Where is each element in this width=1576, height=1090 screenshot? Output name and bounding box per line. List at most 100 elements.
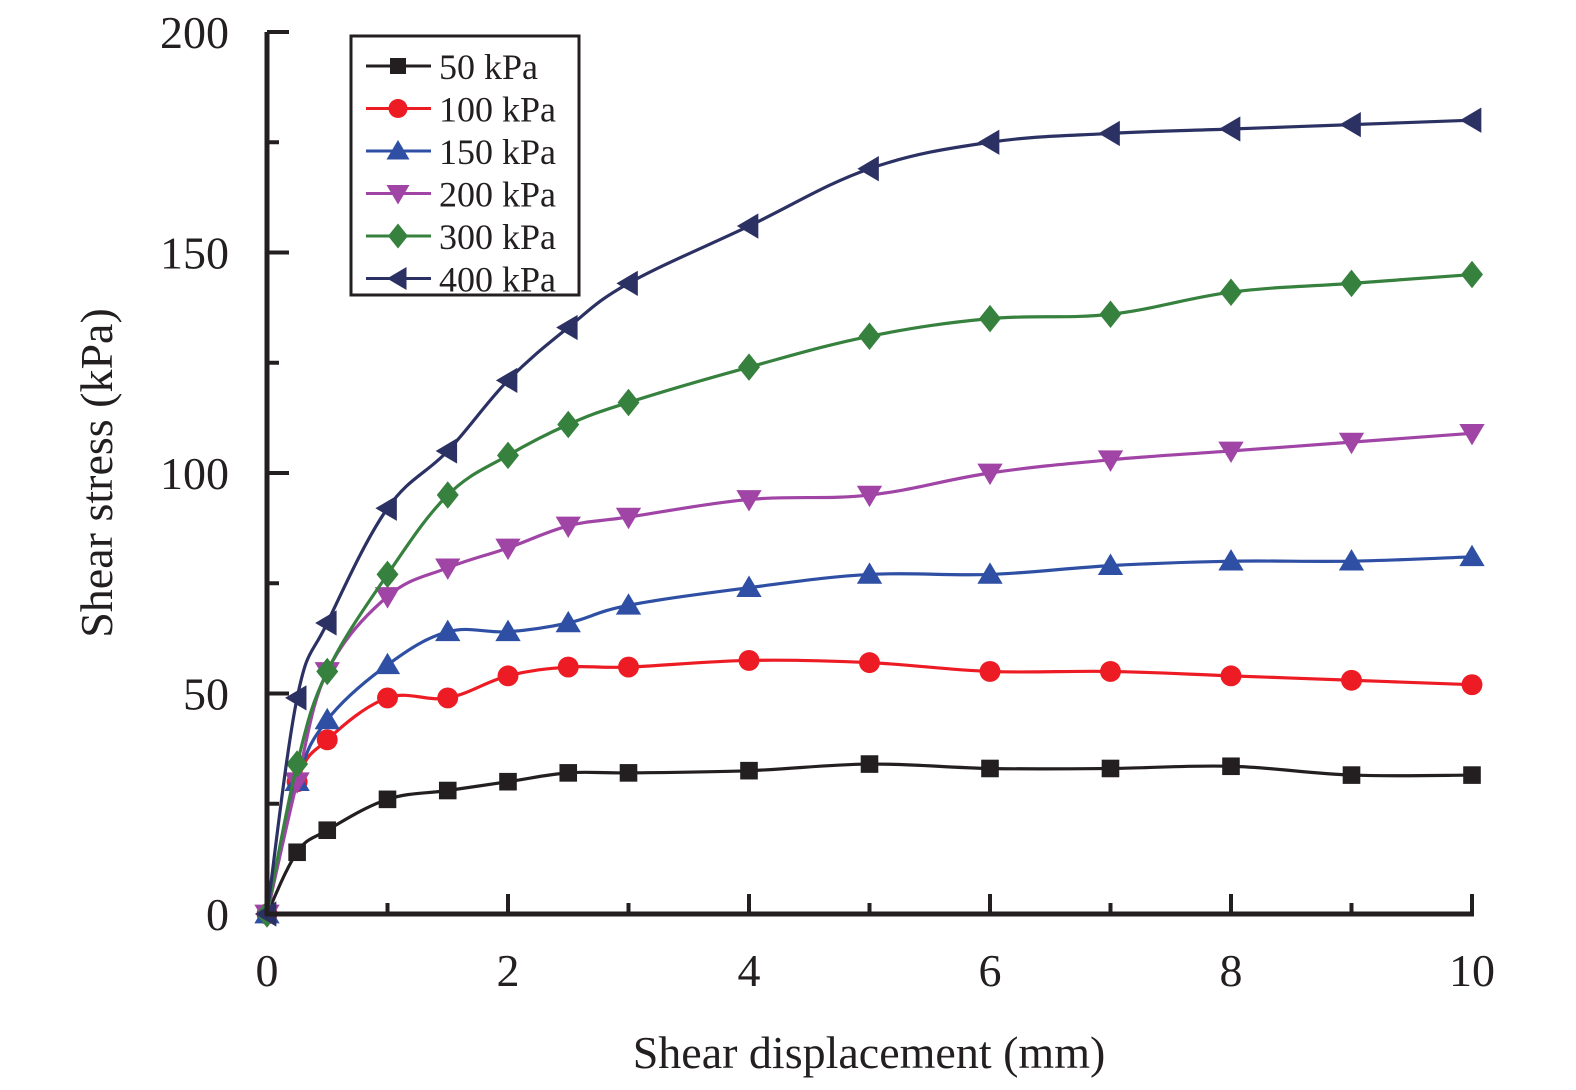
x-tick-label: 0	[256, 945, 279, 996]
x-tick-label: 8	[1220, 945, 1243, 996]
y-axis-label: Shear stress (kPa)	[71, 308, 122, 638]
data-point-300-kpa	[979, 304, 1001, 333]
legend-marker-circle-icon	[388, 99, 408, 118]
series-line-300-kpa	[265, 272, 1473, 915]
data-point-50-kpa	[740, 761, 758, 780]
data-point-200-kpa	[977, 463, 1003, 486]
data-point-300-kpa	[1461, 260, 1483, 289]
data-point-400-kpa	[1218, 116, 1241, 142]
data-point-50-kpa	[499, 772, 517, 791]
data-point-50-kpa	[438, 781, 457, 800]
data-point-400-kpa	[435, 438, 458, 464]
legend-item-100-kpa: 100 kPa	[366, 90, 556, 130]
data-point-50-kpa	[981, 759, 999, 778]
data-point-300-kpa	[1099, 300, 1122, 328]
data-point-100-kpa	[1220, 665, 1242, 687]
data-point-200-kpa	[736, 490, 762, 512]
axes-layer: 0 50 100 150 200 0 2 4 6 8 10	[160, 7, 1495, 996]
data-point-150-kpa	[435, 619, 461, 642]
data-point-300-kpa	[497, 441, 519, 470]
data-point-200-kpa	[435, 558, 461, 580]
data-point-400-kpa	[285, 685, 307, 711]
data-point-300-kpa	[1220, 278, 1242, 306]
data-point-200-kpa	[1338, 432, 1365, 455]
data-point-50-kpa	[318, 821, 337, 840]
data-point-400-kpa	[977, 129, 1000, 155]
data-point-150-kpa	[736, 575, 762, 598]
series-200-kpa	[254, 423, 1485, 927]
data-point-200-kpa	[1459, 423, 1485, 446]
y-tick-label: 100	[160, 448, 229, 499]
data-point-400-kpa	[495, 367, 518, 394]
x-axis-label: Shear displacement (mm)	[633, 1027, 1106, 1078]
data-point-100-kpa	[497, 665, 519, 687]
data-point-150-kpa	[555, 610, 581, 633]
legend-item-50-kpa: 50 kPa	[366, 47, 538, 87]
data-point-200-kpa	[284, 772, 310, 794]
data-point-300-kpa	[557, 410, 580, 439]
data-point-400-kpa	[736, 213, 759, 239]
series-line-150-kpa	[265, 555, 1473, 915]
data-point-200-kpa	[495, 538, 521, 561]
data-point-300-kpa	[316, 657, 339, 686]
data-point-200-kpa	[555, 516, 581, 539]
data-point-150-kpa	[1097, 553, 1124, 575]
legend-label: 50 kPa	[439, 47, 538, 87]
series-150-kpa	[254, 544, 1485, 924]
series-400-kpa	[254, 107, 1482, 927]
y-tick-label: 0	[206, 889, 229, 940]
data-point-300-kpa	[738, 353, 760, 381]
series-line-100-kpa	[265, 658, 1473, 915]
data-point-300-kpa	[376, 560, 399, 589]
data-point-300-kpa	[617, 388, 640, 417]
data-point-200-kpa	[856, 485, 883, 508]
data-point-300-kpa	[1340, 269, 1363, 298]
data-point-100-kpa	[1341, 669, 1362, 691]
data-point-100-kpa	[377, 687, 398, 709]
data-point-400-kpa	[375, 495, 397, 521]
x-tick-label: 4	[738, 945, 761, 996]
legend-marker-square-icon	[390, 58, 406, 74]
data-point-200-kpa	[1218, 441, 1244, 464]
legend-item-200-kpa: 200 kPa	[366, 175, 556, 215]
data-point-400-kpa	[315, 610, 337, 636]
data-point-100-kpa	[1461, 674, 1483, 696]
legend-marker-triangle-up-icon	[386, 140, 410, 160]
data-point-50-kpa	[1101, 759, 1120, 778]
y-tick-label: 200	[160, 7, 229, 58]
legend-marker-triangle-down-icon	[386, 185, 410, 205]
data-point-150-kpa	[314, 707, 340, 730]
data-point-100-kpa	[738, 649, 760, 671]
data-point-400-kpa	[1098, 120, 1120, 147]
y-tick-label: 50	[183, 669, 229, 720]
legend-marker-triangle-left-icon	[387, 267, 407, 290]
legend-item-300-kpa: 300 kPa	[366, 217, 556, 257]
x-tick-label: 10	[1449, 945, 1495, 996]
data-point-150-kpa	[1218, 549, 1244, 571]
y-tick-label: 150	[160, 228, 229, 279]
data-point-400-kpa	[556, 314, 578, 341]
data-point-100-kpa	[557, 656, 579, 678]
legend-label: 400 kPa	[439, 260, 556, 300]
data-point-100-kpa	[1100, 661, 1121, 682]
legend-label: 300 kPa	[439, 217, 556, 257]
data-point-150-kpa	[1338, 549, 1365, 571]
data-point-150-kpa	[856, 562, 883, 584]
data-point-200-kpa	[1097, 450, 1124, 472]
series-300-kpa	[256, 260, 1483, 928]
data-point-50-kpa	[1342, 766, 1361, 784]
data-point-50-kpa	[1222, 757, 1240, 776]
data-point-100-kpa	[618, 656, 639, 678]
data-point-400-kpa	[1459, 107, 1482, 133]
series-layer	[254, 107, 1485, 928]
data-point-300-kpa	[286, 750, 309, 778]
data-point-200-kpa	[615, 507, 642, 530]
data-point-100-kpa	[859, 652, 880, 674]
data-point-50-kpa	[378, 790, 397, 809]
data-point-400-kpa	[616, 270, 638, 297]
data-point-400-kpa	[857, 156, 879, 182]
x-tick-label: 2	[497, 945, 520, 996]
legend-box	[349, 34, 581, 297]
